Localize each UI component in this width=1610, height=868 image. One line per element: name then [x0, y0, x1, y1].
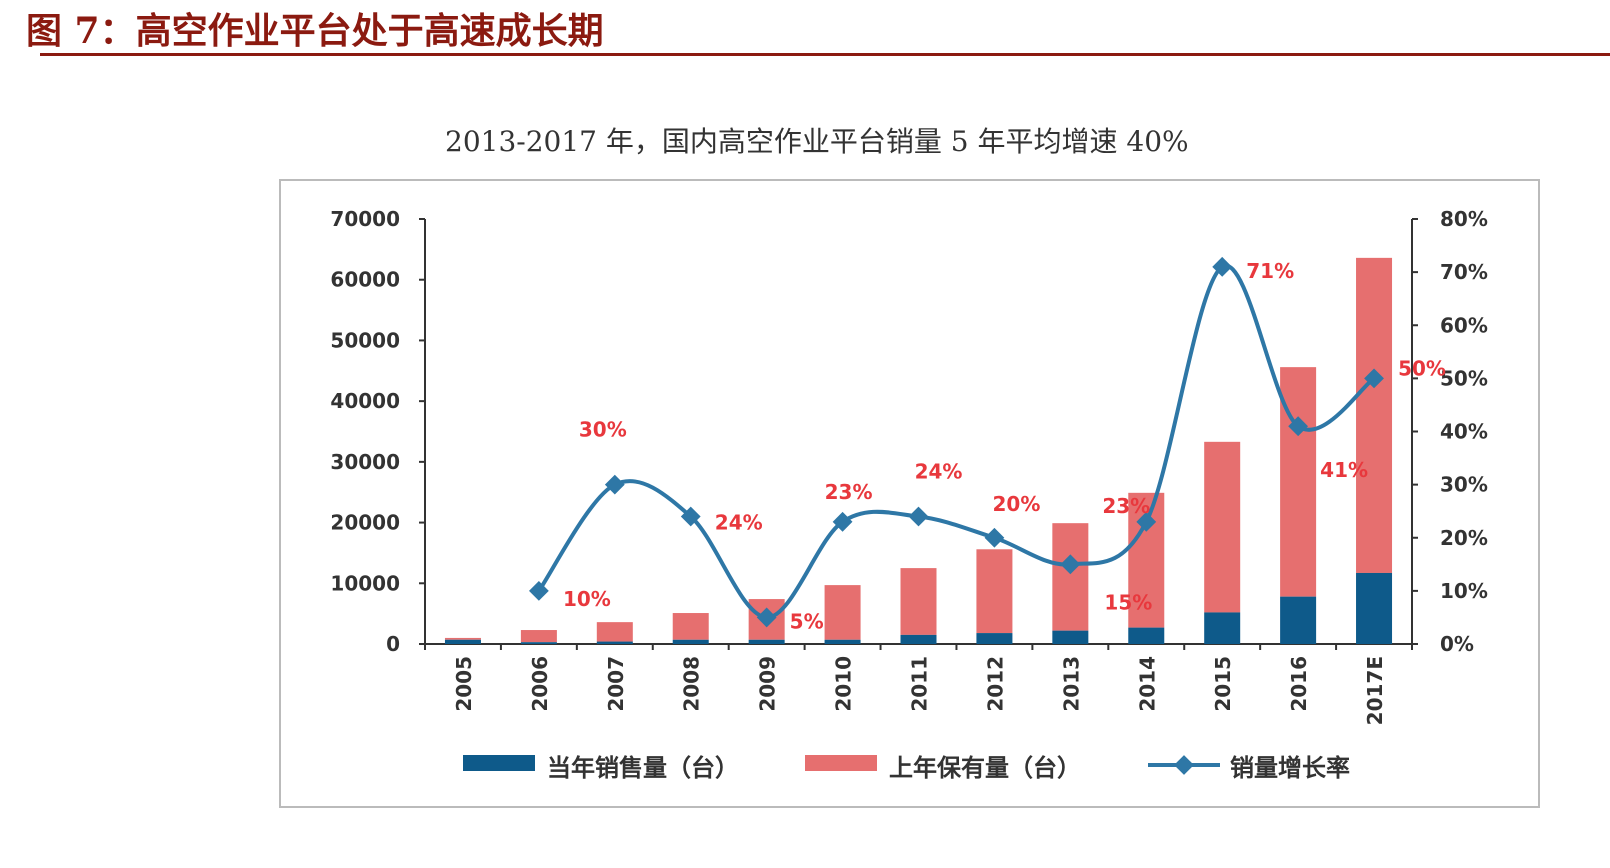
growth-data-label: 30%: [579, 418, 627, 442]
legend-swatch-holding: [805, 755, 877, 771]
bar-sales: [1280, 596, 1317, 644]
growth-data-label: 15%: [1104, 590, 1152, 614]
growth-data-label: 71%: [1246, 259, 1294, 283]
bar-sales: [1128, 627, 1165, 644]
bar-sales: [672, 639, 709, 644]
growth-marker: [1364, 368, 1384, 389]
left-tick-label: 0: [386, 632, 400, 656]
left-tick-label: 40000: [330, 389, 400, 413]
right-tick-label: 50%: [1440, 366, 1488, 390]
bar-holding: [1280, 367, 1317, 597]
title-divider: [40, 53, 1610, 56]
growth-data-label: 10%: [563, 587, 611, 611]
right-tick-label: 40%: [1440, 420, 1488, 444]
growth-line: [537, 263, 1376, 620]
right-tick-label: 30%: [1440, 473, 1488, 497]
legend-marker-growth: [1174, 755, 1194, 775]
bar-holding: [672, 613, 709, 640]
chart-frame: [279, 179, 1540, 808]
growth-data-label: 24%: [715, 511, 763, 535]
chart-title: 2013-2017 年，国内高空作业平台销量 5 年平均增速 40%: [445, 125, 1189, 158]
legend-label-growth: 销量增长率: [1230, 754, 1350, 782]
growth-marker: [1060, 554, 1081, 575]
growth-data-label: 20%: [992, 492, 1040, 516]
left-tick-label: 70000: [330, 207, 400, 231]
x-tick-label: 2016: [1287, 656, 1311, 712]
x-tick-label: 2012: [983, 656, 1007, 712]
growth-marker: [984, 527, 1005, 548]
left-tick-label: 60000: [330, 268, 400, 292]
legend-label-holding: 上年保有量（台）: [889, 754, 1081, 782]
right-tick-label: 60%: [1440, 313, 1488, 337]
bar-sales: [748, 639, 785, 644]
x-tick-label: 2005: [452, 656, 476, 712]
growth-data-label: 5%: [790, 609, 824, 633]
growth-marker: [832, 511, 853, 532]
growth-data-label: 23%: [825, 480, 873, 504]
legend-label-sales: 当年销售量（台）: [547, 754, 739, 782]
bar-holding: [1204, 441, 1241, 613]
left-tick-label: 10000: [330, 571, 400, 595]
growth-marker: [1288, 416, 1309, 437]
bar-sales: [1052, 630, 1089, 644]
legend-swatch-sales: [463, 755, 535, 771]
bar-holding: [976, 549, 1013, 634]
growth-data-label: 41%: [1320, 458, 1368, 482]
right-tick-label: 20%: [1440, 526, 1488, 550]
bar-holding: [824, 585, 861, 640]
x-tick-label: 2013: [1059, 656, 1083, 712]
x-tick-label: 2009: [756, 656, 780, 712]
growth-marker: [680, 506, 701, 527]
bar-sales: [520, 642, 557, 644]
x-tick-label: 2007: [604, 656, 628, 712]
right-tick-label: 0%: [1440, 632, 1474, 656]
growth-data-label: 23%: [1102, 494, 1150, 518]
bar-sales: [1204, 612, 1241, 644]
bar-holding: [596, 622, 633, 642]
x-tick-label: 2015: [1211, 656, 1235, 712]
figure-title: 图 7：高空作业平台处于高速成长期: [26, 10, 604, 52]
bar-sales: [596, 641, 633, 644]
bar-holding: [1052, 523, 1089, 631]
growth-data-label: 24%: [915, 460, 963, 484]
left-tick-label: 30000: [330, 450, 400, 474]
bar-sales: [900, 634, 937, 644]
growth-marker: [604, 474, 625, 495]
x-tick-label: 2011: [908, 656, 932, 712]
x-tick-label: 2017E: [1363, 656, 1387, 725]
growth-marker: [528, 580, 549, 601]
left-tick-label: 20000: [330, 511, 400, 535]
right-tick-label: 80%: [1440, 207, 1488, 231]
growth-marker: [1136, 511, 1157, 532]
bar-holding: [520, 630, 557, 643]
right-tick-label: 70%: [1440, 260, 1488, 284]
x-tick-label: 2006: [528, 656, 552, 712]
bar-sales: [824, 639, 861, 644]
growth-marker: [908, 506, 929, 527]
bar-sales: [444, 639, 481, 644]
bar-holding: [444, 637, 481, 640]
bar-holding: [1356, 257, 1393, 573]
left-tick-label: 50000: [330, 328, 400, 352]
bar-sales: [976, 633, 1013, 644]
bar-holding: [900, 568, 937, 635]
growth-marker: [1212, 256, 1233, 277]
bar-sales: [1356, 572, 1393, 644]
x-tick-label: 2014: [1135, 656, 1159, 712]
x-tick-label: 2010: [832, 656, 856, 712]
right-tick-label: 10%: [1440, 579, 1488, 603]
growth-marker: [756, 607, 777, 628]
growth-data-label: 50%: [1398, 356, 1446, 380]
x-tick-label: 2008: [680, 656, 704, 712]
